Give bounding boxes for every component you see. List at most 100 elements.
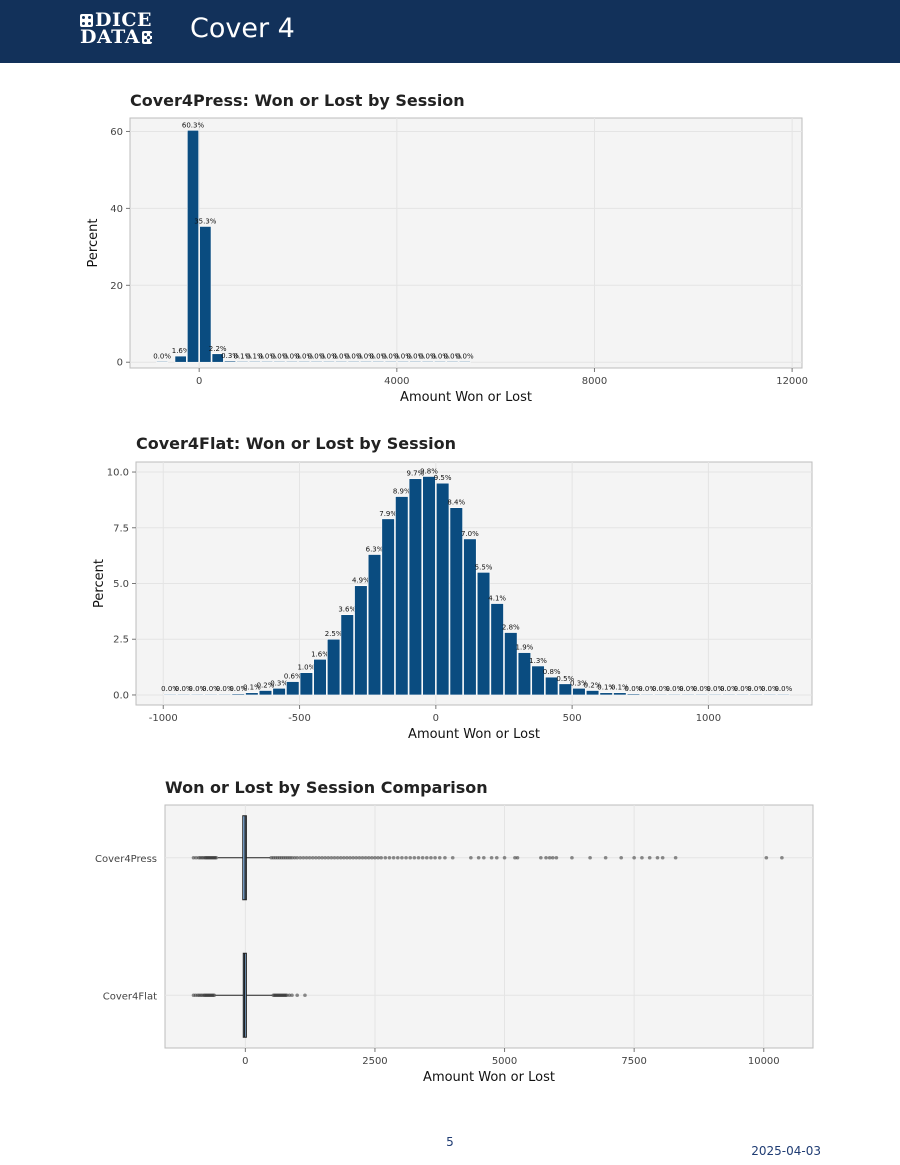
- outlier-point: [348, 855, 352, 860]
- bar-data-label: 0.1%: [611, 684, 629, 692]
- outlier-point: [450, 855, 455, 860]
- bar-data-label: 7.0%: [461, 530, 479, 538]
- bar-data-label: 2.2%: [209, 345, 227, 353]
- histogram-bar: [372, 361, 385, 363]
- bar-data-label: 0.1%: [234, 352, 252, 360]
- histogram-bar: [585, 690, 600, 696]
- bar-data-label: 3.6%: [338, 606, 356, 614]
- bar-data-label: 6.3%: [366, 546, 384, 554]
- bar-data-label: 1.9%: [516, 644, 534, 652]
- outlier-point: [660, 855, 665, 860]
- outlier-point: [310, 855, 315, 860]
- bar-data-label: 0.1%: [597, 684, 615, 692]
- x-tick-label: 0: [242, 1056, 248, 1067]
- outlier-point: [303, 993, 307, 998]
- histogram-bar: [694, 693, 709, 696]
- histogram-bar: [156, 361, 169, 363]
- histogram-bar: [397, 361, 409, 363]
- histogram-bar: [340, 614, 354, 696]
- outlier-point: [502, 855, 507, 860]
- histogram-bar: [190, 693, 204, 696]
- histogram-bar: [285, 361, 298, 363]
- outlier-point: [433, 855, 437, 860]
- histogram-bar: [211, 353, 224, 363]
- outlier-point: [290, 993, 294, 998]
- histogram-bar: [335, 361, 348, 363]
- outlier-point: [619, 855, 623, 860]
- outlier-point: [539, 855, 543, 860]
- x-tick-label: -1000: [149, 713, 178, 724]
- outlier-point: [370, 855, 374, 860]
- outlier-point: [387, 855, 392, 860]
- histogram-bar: [273, 361, 286, 363]
- report-date: 2025-04-03: [751, 1144, 821, 1158]
- bar-data-label: 60.3%: [182, 121, 205, 129]
- outlier-point: [412, 855, 417, 860]
- histogram-bar: [261, 361, 274, 363]
- outlier-point: [307, 855, 312, 860]
- outlier-point: [354, 855, 359, 860]
- histogram-bar: [204, 693, 218, 696]
- histogram-bar: [422, 476, 436, 696]
- bar-data-label: 0.0%: [271, 352, 289, 360]
- histogram-bar: [381, 518, 395, 696]
- histogram-bar: [174, 355, 187, 363]
- outlier-point: [342, 855, 346, 860]
- x-tick-label: 0: [196, 376, 202, 387]
- outlier-point: [285, 993, 289, 998]
- bar-data-label: 0.0%: [258, 352, 276, 360]
- outlier-point: [379, 855, 383, 860]
- outlier-point: [400, 855, 404, 860]
- logo-text-data: DATA: [80, 26, 141, 48]
- histogram-bar: [408, 478, 423, 696]
- histogram-bar: [286, 681, 300, 696]
- outlier-point: [437, 855, 442, 860]
- outlier-point: [332, 855, 337, 860]
- outlier-point: [191, 855, 196, 860]
- bar-data-label: 0.2%: [257, 682, 275, 690]
- dice-icon: [80, 14, 93, 27]
- plot-panel: [129, 117, 803, 369]
- histogram-bar: [458, 361, 471, 363]
- category-label: Cover4Press: [95, 854, 157, 865]
- bar-data-label: 0.0%: [665, 685, 683, 693]
- histogram-bar: [640, 693, 654, 696]
- histogram-bar: [436, 482, 450, 696]
- outlier-point: [295, 993, 299, 998]
- y-axis-title: Percent: [86, 219, 101, 268]
- bar-data-label: 0.8%: [543, 668, 561, 676]
- histogram-bar: [517, 652, 532, 696]
- bar-data-label: 0.0%: [394, 352, 412, 360]
- y-tick-label: 2.5: [113, 635, 129, 646]
- bar-data-label: 0.0%: [693, 685, 711, 693]
- bar-data-label: 5.5%: [475, 563, 493, 571]
- outlier-point: [363, 855, 368, 860]
- histogram-bar: [476, 572, 491, 696]
- bar-data-label: 0.0%: [345, 352, 363, 360]
- outlier-point: [588, 855, 592, 860]
- x-tick-label: 500: [563, 713, 582, 724]
- histogram-bar: [409, 361, 422, 363]
- page-title: Cover 4: [190, 13, 295, 44]
- bar-data-label: 1.6%: [311, 650, 329, 658]
- histogram-bar: [217, 693, 232, 696]
- x-tick-label: 12000: [776, 376, 808, 387]
- bar-data-label: 0.0%: [761, 685, 779, 693]
- bar-data-label: 7.9%: [379, 510, 397, 518]
- x-tick-label: 4000: [384, 376, 409, 387]
- outlier-point: [476, 855, 481, 860]
- dice-icon: [142, 31, 154, 44]
- bar-data-label: 0.0%: [406, 352, 424, 360]
- outlier-point: [351, 855, 355, 860]
- histogram-bar: [199, 226, 212, 363]
- bar-data-label: 4.9%: [352, 577, 370, 585]
- bar-data-label: 0.0%: [444, 352, 462, 360]
- outlier-point: [360, 855, 365, 860]
- x-tick-label: 1000: [696, 713, 721, 724]
- outlier-point: [513, 855, 517, 860]
- outlier-point: [429, 855, 433, 860]
- outlier-point: [329, 855, 334, 860]
- outlier-point: [287, 993, 292, 998]
- outlier-point: [391, 855, 396, 860]
- outlier-point: [338, 855, 343, 860]
